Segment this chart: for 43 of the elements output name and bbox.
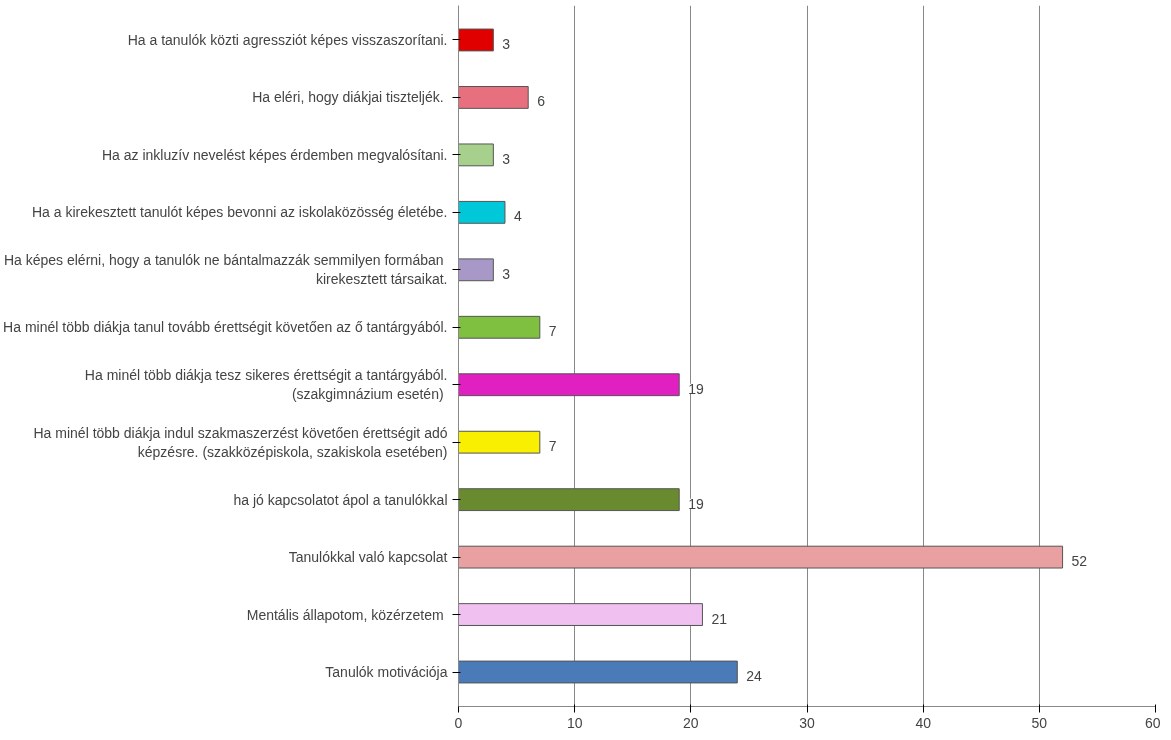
x-tick-label: 60	[1144, 714, 1161, 731]
data-label: 24	[746, 668, 763, 685]
y-tick-label: Ha a kirekesztett tanulót képes bevonni az iskolaközösség életébe.	[31, 204, 448, 221]
x-tick-label: 30	[799, 714, 815, 731]
y-tick-label: Ha képes elérni, hogy a tanulók ne bántalmazzák semmilyen formában kirekesztett társaikat.	[3, 252, 448, 288]
data-label: 3	[502, 35, 511, 52]
data-label: 3	[502, 265, 511, 282]
y-tick-label: Tanulókkal való kapcsolat	[288, 549, 448, 566]
bar	[458, 430, 541, 454]
data-label: 7	[548, 323, 557, 340]
y-tick-label: Ha az inkluzív nevelést képes érdemben megvalósítani.	[101, 146, 448, 163]
bar	[458, 28, 494, 52]
bar	[458, 315, 541, 339]
data-label: 19	[688, 495, 704, 512]
bar	[458, 603, 703, 626]
x-tick-label: 0	[454, 714, 463, 731]
data-label: 3	[502, 150, 511, 167]
x-tick-label: 20	[683, 714, 699, 731]
data-label: 21	[711, 610, 728, 627]
data-label: 6	[537, 93, 546, 110]
bar	[458, 143, 494, 167]
bar	[458, 200, 506, 224]
y-tick-label: Ha a tanulók közti agressziót képes visszaszorítani.	[127, 31, 448, 48]
bar	[458, 488, 680, 512]
data-label: 4	[513, 208, 522, 225]
bar	[458, 86, 529, 109]
y-tick-label: Ha minél több diákja tanul tovább érettségit követően az ő tantárgyából.	[3, 319, 448, 336]
x-tick-label: 50	[1031, 714, 1048, 731]
bar	[458, 373, 680, 397]
bar	[458, 545, 1064, 569]
y-tick-label: ha jó kapcsolatot ápol a tanulókkal	[233, 491, 448, 508]
x-tick-label: 10	[566, 714, 583, 731]
y-tick-label: Ha minél több diákja indul szakmaszerzést követően érettségit adó képzésre. (szakközépiskola, szakiskola esetében)	[33, 424, 448, 460]
y-tick-label: Mentális állapotom, közérzetem	[246, 606, 444, 623]
y-tick-label: Ha eléri, hogy diákjai tiszteljék.	[252, 89, 444, 106]
data-label: 52	[1071, 553, 1088, 570]
bar	[458, 660, 738, 684]
bar	[458, 258, 494, 282]
y-tick-label: Ha minél több diákja tesz sikeres érettségit a tantárgyából. (szakgimnázium esetén)	[84, 367, 448, 403]
y-tick-label: Tanulók motivációja	[325, 664, 448, 681]
data-label: 7	[548, 438, 557, 455]
data-label: 19	[688, 380, 704, 397]
x-tick-label: 40	[915, 714, 932, 731]
